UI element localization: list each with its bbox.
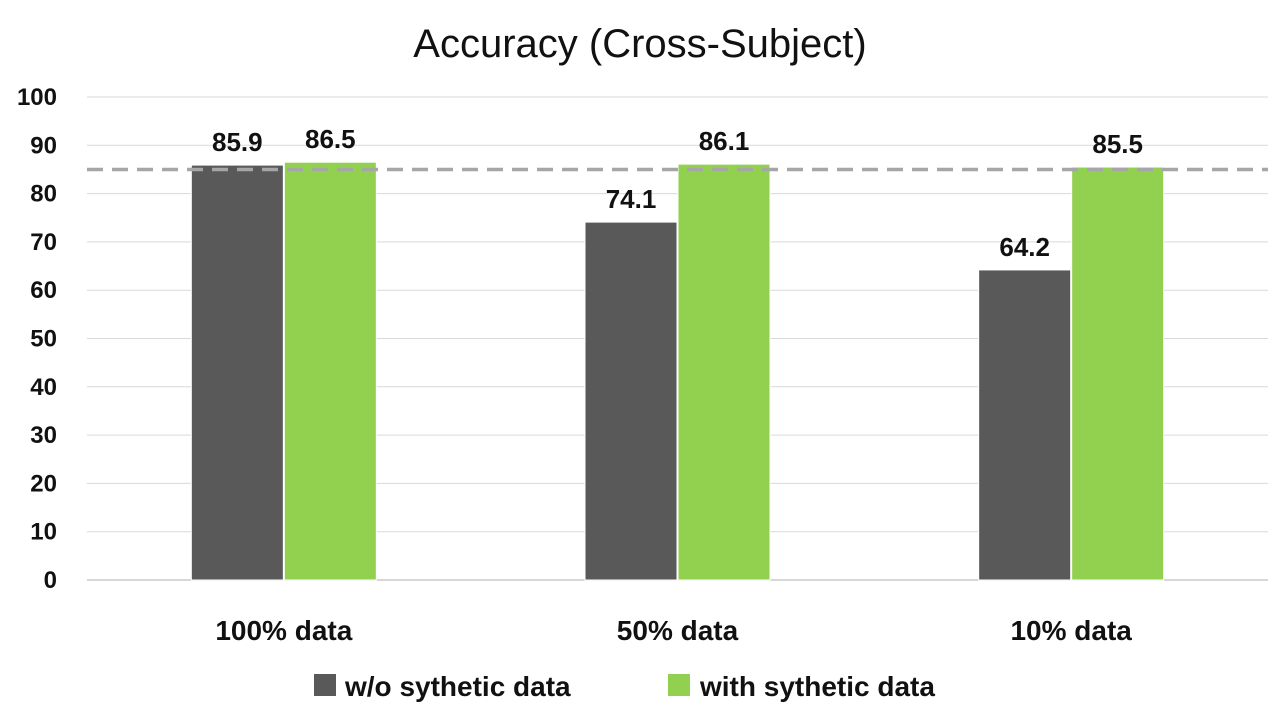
legend: w/o sythetic data with sythetic data <box>314 671 935 702</box>
bar-without-synthetic-1 <box>584 221 678 581</box>
y-tick-label: 100 <box>17 84 57 111</box>
bar-with-synthetic-0 <box>283 161 377 581</box>
bar-with-synthetic-2 <box>1071 166 1165 581</box>
x-axis-category-labels: 100% data 50% data 10% data <box>215 615 1132 646</box>
y-tick-label: 80 <box>30 181 57 208</box>
data-label: 86.5 <box>305 124 356 154</box>
y-axis-tick-labels: 0 10 20 30 40 50 60 70 80 90 100 <box>17 84 57 594</box>
data-label: 74.1 <box>606 184 657 214</box>
bars <box>190 161 1165 581</box>
y-tick-label: 20 <box>30 470 57 497</box>
legend-label: with sythetic data <box>699 671 935 702</box>
legend-swatch-without-synthetic <box>314 674 336 696</box>
data-label: 64.2 <box>999 232 1050 262</box>
y-tick-label: 70 <box>30 229 57 256</box>
x-category-label: 50% data <box>617 615 739 646</box>
x-category-label: 10% data <box>1010 615 1132 646</box>
data-label: 86.1 <box>699 126 750 156</box>
legend-swatch-with-synthetic <box>668 674 690 696</box>
data-label: 85.5 <box>1092 129 1143 159</box>
y-tick-label: 10 <box>30 519 57 546</box>
y-tick-label: 0 <box>44 567 57 594</box>
y-tick-label: 50 <box>30 326 57 353</box>
bar-without-synthetic-0 <box>190 164 284 581</box>
x-category-label: 100% data <box>215 615 352 646</box>
y-tick-label: 30 <box>30 422 57 449</box>
legend-label: w/o sythetic data <box>344 671 571 702</box>
y-tick-label: 60 <box>30 277 57 304</box>
data-label: 85.9 <box>212 127 263 157</box>
bar-with-synthetic-1 <box>677 163 771 581</box>
bar-without-synthetic-2 <box>978 269 1072 581</box>
y-tick-label: 40 <box>30 374 57 401</box>
y-tick-label: 90 <box>30 132 57 159</box>
data-labels: 85.9 86.5 74.1 86.1 64.2 85.5 <box>212 124 1143 262</box>
chart-title: Accuracy (Cross-Subject) <box>413 22 866 66</box>
